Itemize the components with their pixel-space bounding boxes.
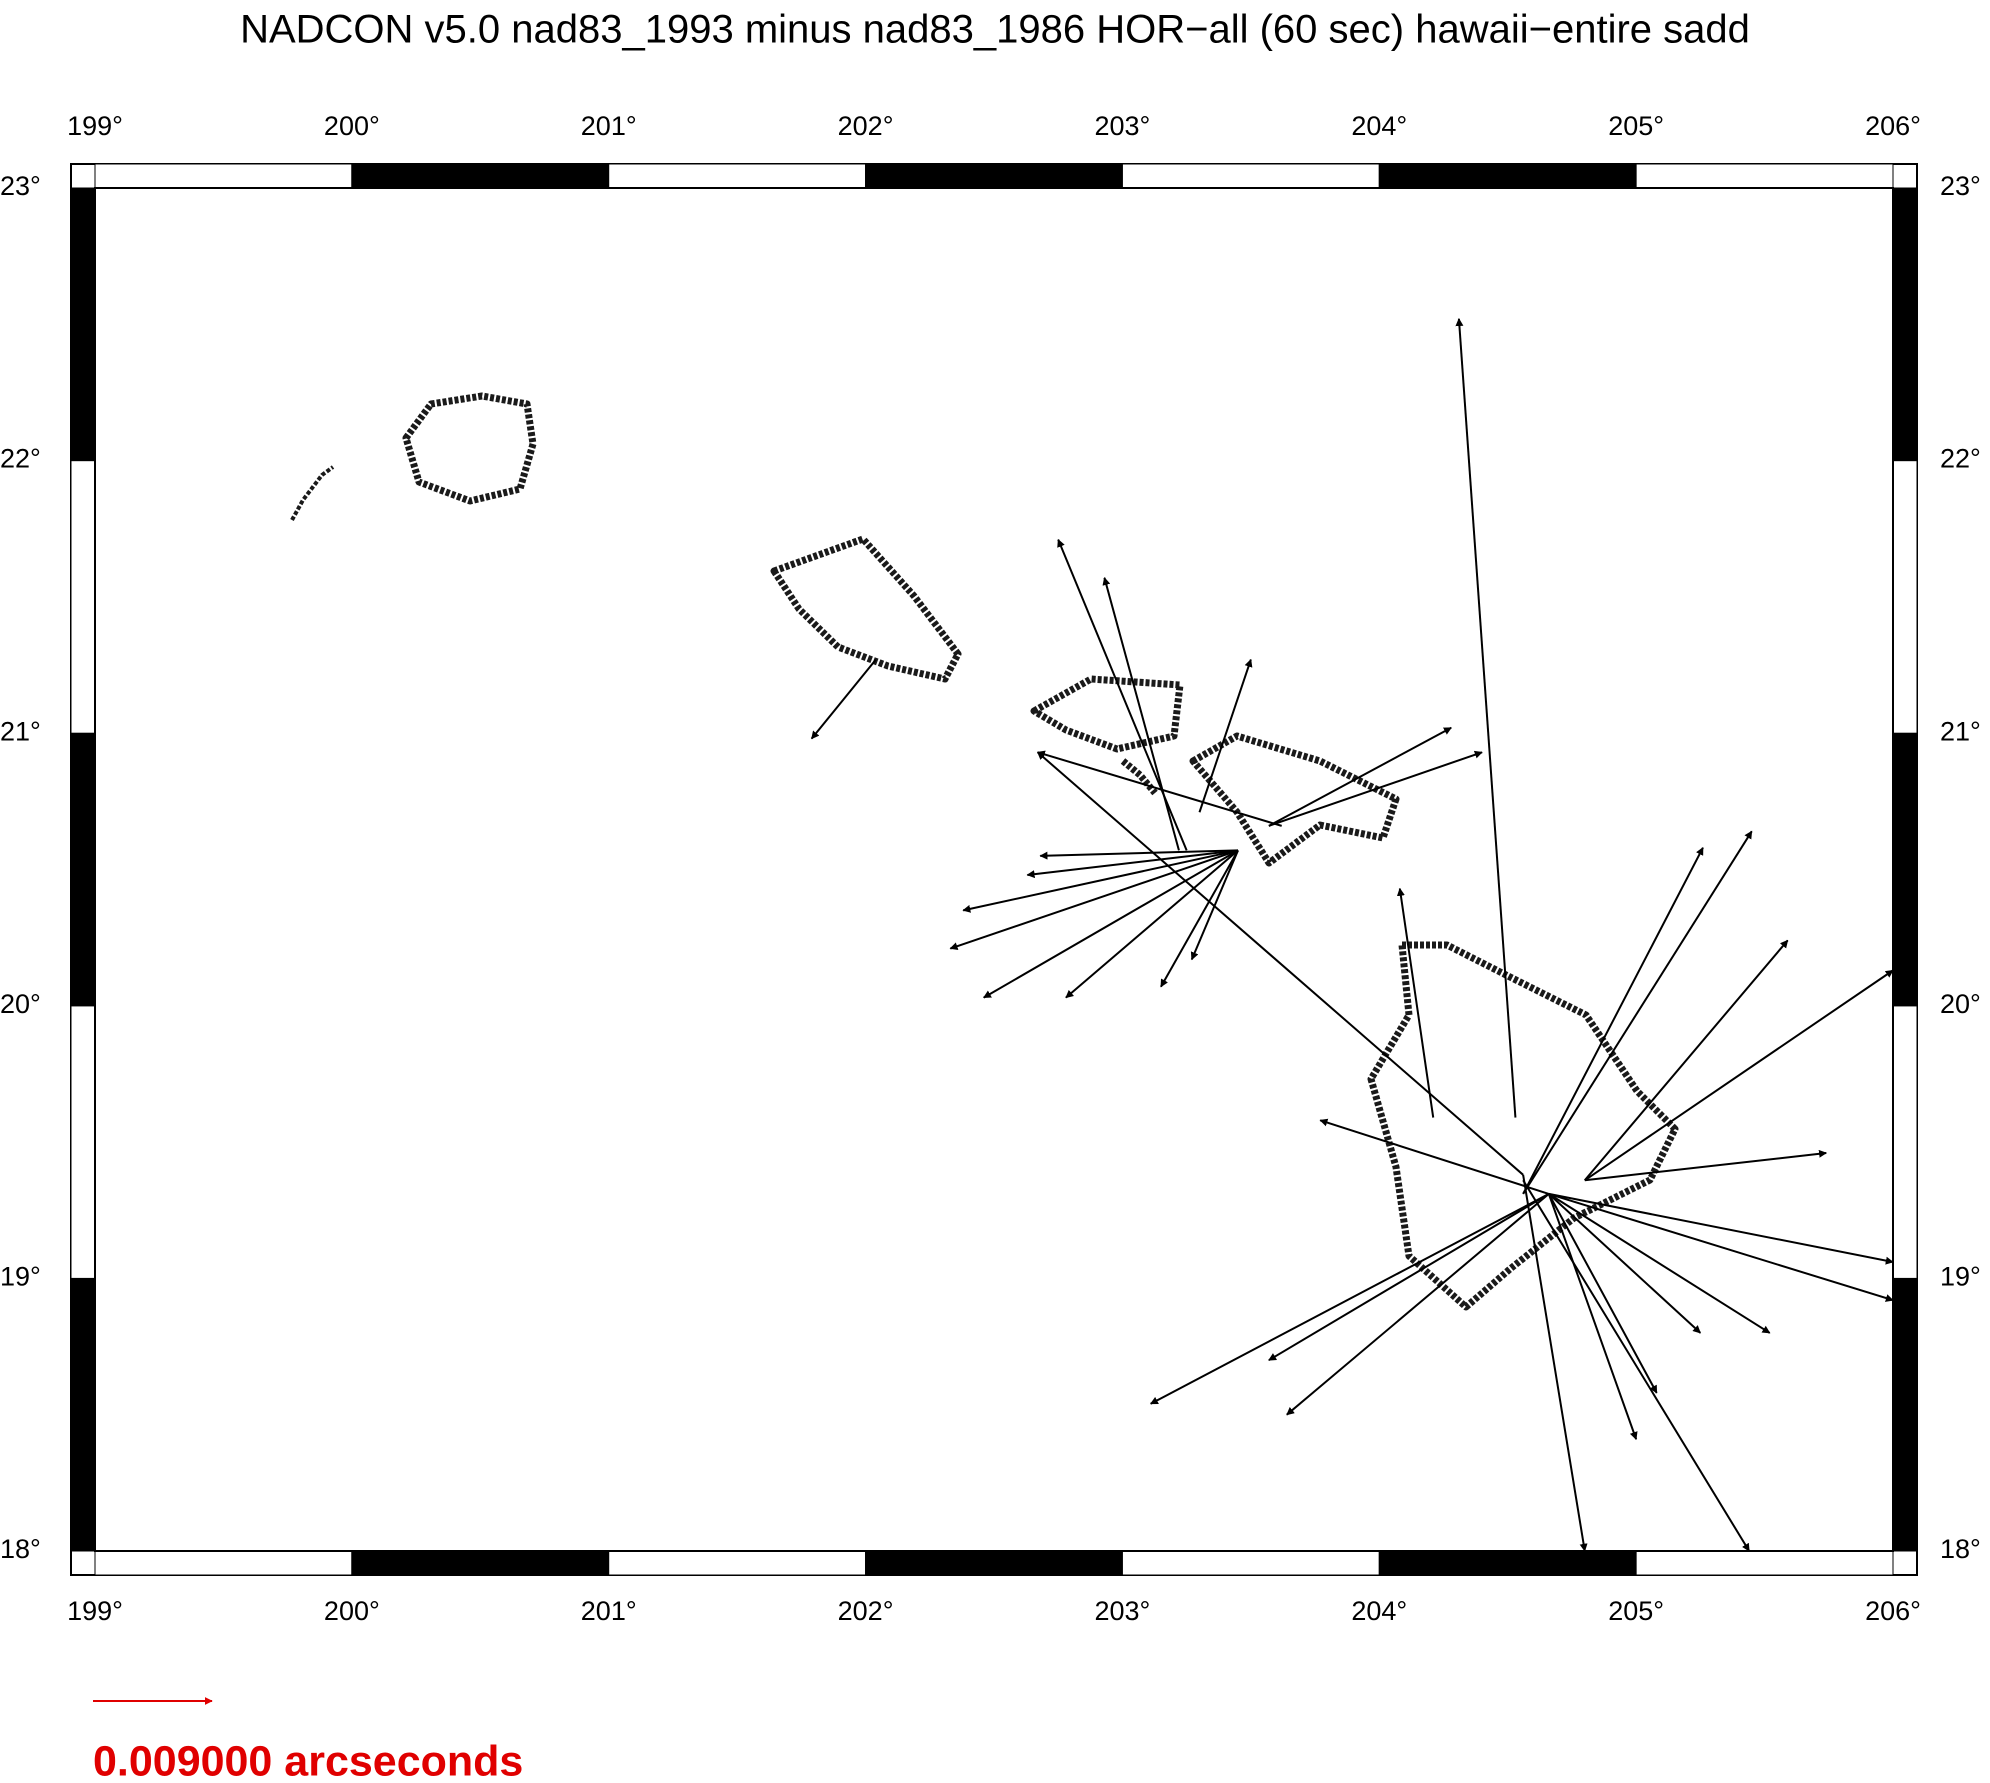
vector-arrow — [1037, 751, 1524, 1176]
x-tick-label: 201° — [581, 1596, 637, 1626]
x-tick-label: 206° — [1865, 1596, 1921, 1626]
vector-arrow — [1547, 1193, 1658, 1394]
vector-arrow — [1455, 318, 1517, 1118]
frame-bar — [1121, 163, 1380, 189]
frame-bar — [94, 1550, 353, 1576]
x-tick-label: 199° — [67, 111, 123, 141]
vector-arrow — [1065, 849, 1239, 999]
island — [290, 465, 335, 521]
x-tick-label: 203° — [1094, 111, 1150, 141]
x-tick-label: 199° — [67, 1596, 123, 1626]
island — [770, 535, 962, 683]
vector-arrow — [1026, 849, 1239, 879]
frame-bar — [865, 1550, 1123, 1576]
vector-arrow — [1102, 577, 1180, 851]
island — [1030, 675, 1184, 753]
frame-bar — [608, 163, 867, 189]
frame-bar — [1892, 732, 1918, 1007]
vector-arrow — [1268, 750, 1483, 827]
y-tick-label: 23° — [1940, 171, 1981, 201]
y-tick-label: 18° — [0, 1534, 41, 1564]
vector-arrow — [1548, 1193, 1771, 1334]
vectors — [810, 318, 1893, 1551]
vector-arrow — [1522, 1174, 1588, 1551]
vector-arrow — [1268, 1193, 1550, 1362]
frame-bar — [351, 1550, 610, 1576]
vector-arrow — [983, 849, 1239, 999]
frame-bar — [1635, 163, 1894, 189]
frame-bar — [1378, 163, 1637, 189]
y-tick-label: 22° — [0, 444, 41, 474]
vector-arrow — [1548, 1192, 1893, 1302]
scale-label: 0.009000 arcseconds — [93, 1737, 523, 1783]
x-tick-label: 202° — [838, 1596, 894, 1626]
frame-bar — [1121, 1550, 1380, 1576]
x-tick-label: 203° — [1094, 1596, 1150, 1626]
y-tick-label: 22° — [1940, 444, 1981, 474]
y-tick-label: 20° — [0, 989, 41, 1019]
vector-arrow — [1268, 726, 1452, 827]
x-tick-label: 200° — [324, 1596, 380, 1626]
vector-arrow — [1396, 887, 1435, 1118]
vector-arrow — [1584, 939, 1789, 1181]
island — [1189, 732, 1400, 867]
frame-bar — [865, 163, 1123, 189]
x-tick-label: 201° — [581, 111, 637, 141]
vector-arrow — [1036, 750, 1282, 827]
vector-arrow — [1039, 849, 1239, 860]
vector-arrow — [1584, 969, 1893, 1182]
frame-bar — [1378, 1550, 1637, 1576]
vector-arrow — [1548, 1192, 1893, 1265]
vector-arrow — [1522, 846, 1704, 1195]
vector-arrow — [1584, 1149, 1828, 1182]
vector-arrow — [1198, 658, 1253, 813]
vector-arrow — [1286, 1193, 1550, 1416]
vector-arrow — [810, 658, 877, 740]
x-tick-label: 205° — [1608, 1596, 1664, 1626]
frame-bar — [1892, 187, 1918, 462]
vector-arrow — [1548, 1193, 1702, 1334]
frame-bar — [94, 163, 353, 189]
y-tick-label: 18° — [1940, 1534, 1981, 1564]
frame-bar — [70, 460, 96, 734]
vector-arrow — [1547, 1193, 1638, 1440]
vector-arrow — [1522, 830, 1753, 1195]
x-tick-label: 206° — [1865, 111, 1921, 141]
frame-bar — [1635, 1550, 1894, 1576]
y-tick-label: 21° — [1940, 716, 1981, 746]
y-tick-label: 23° — [0, 171, 41, 201]
x-tick-label: 204° — [1351, 111, 1407, 141]
map-title: NADCON v5.0 nad83_1993 minus nad83_1986 … — [240, 8, 1750, 52]
x-tick-label: 202° — [838, 111, 894, 141]
y-tick-label: 21° — [0, 716, 41, 746]
y-tick-label: 20° — [1940, 989, 1981, 1019]
frame-bar — [1892, 460, 1918, 734]
vector-arrow — [1190, 850, 1239, 961]
frame — [70, 163, 1918, 1576]
map-area — [94, 187, 1894, 1552]
vector-arrow — [1149, 1193, 1550, 1405]
vector-arrow — [1522, 1179, 1751, 1551]
frame-bar — [351, 163, 610, 189]
vector-arrow — [1160, 849, 1239, 988]
x-tick-label: 204° — [1351, 1596, 1407, 1626]
frame-bar — [70, 1277, 96, 1552]
frame-bar — [70, 732, 96, 1007]
island — [402, 392, 537, 505]
vector-arrow — [1319, 1118, 1550, 1195]
frame-bar — [70, 1005, 96, 1279]
frame-bar — [608, 1550, 867, 1576]
frame-bar — [70, 187, 96, 462]
frame-bar — [1892, 1277, 1918, 1552]
vector-arrow — [962, 849, 1239, 913]
x-tick-label: 200° — [324, 111, 380, 141]
frame-bar — [1892, 1005, 1918, 1279]
x-tick-label: 205° — [1608, 111, 1664, 141]
vector-arrow — [949, 849, 1239, 951]
y-tick-label: 19° — [1940, 1262, 1981, 1292]
y-tick-label: 19° — [0, 1262, 41, 1292]
